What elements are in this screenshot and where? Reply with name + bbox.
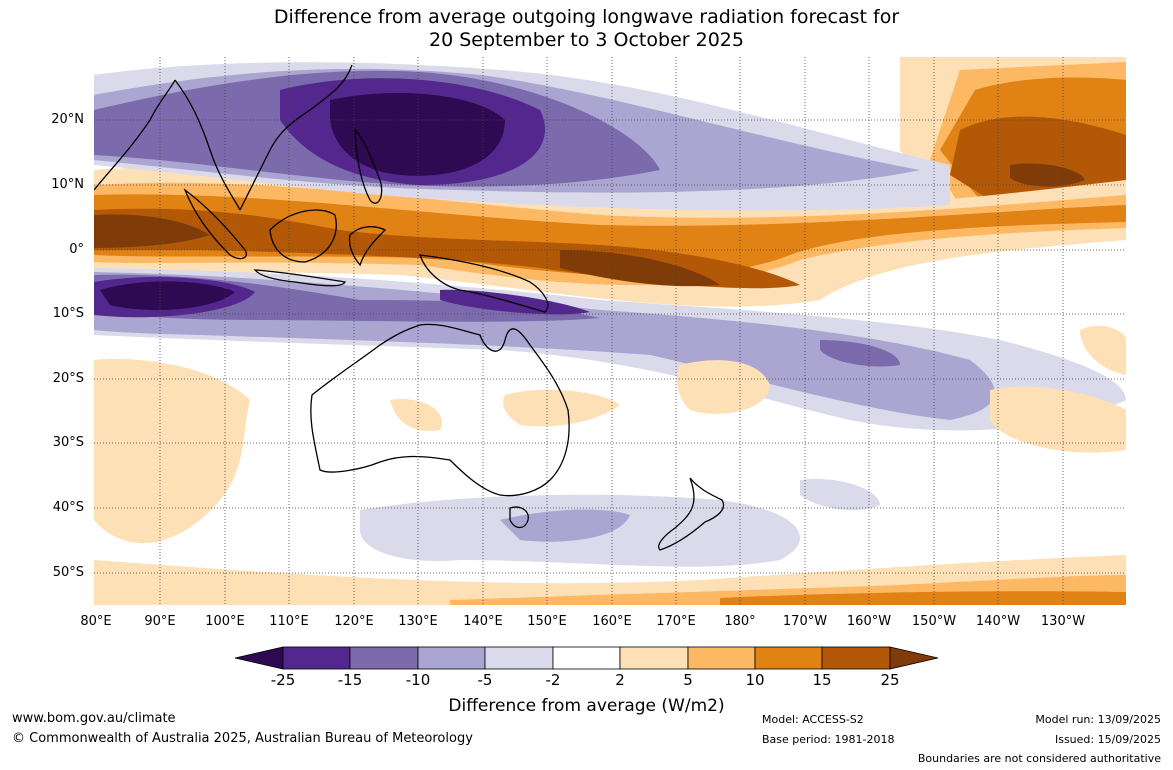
- lat-label: 30°S: [52, 435, 84, 450]
- colorbar-tick: -2: [545, 671, 561, 689]
- lon-label: 130°E: [398, 614, 438, 629]
- pacific-positive-5: [677, 325, 1126, 453]
- asia-coastline: [94, 64, 353, 211]
- colorbar-tick: -25: [270, 671, 296, 689]
- equatorial-positive-max: [94, 214, 720, 287]
- borneo-coastline: [269, 209, 337, 263]
- nw-pacific-negative-25: [330, 92, 505, 176]
- new-zealand-coastline: [658, 477, 725, 551]
- lon-label: 170°W: [782, 614, 828, 629]
- colorbar-swatch: [687, 646, 756, 670]
- footer-disclaimer: Boundaries are not considered authoritat…: [917, 752, 1161, 765]
- south-tropical-negative-10: [94, 274, 900, 367]
- australia-coastline: [310, 323, 570, 497]
- lon-label: 100°E: [205, 614, 245, 629]
- lon-label: 140°E: [463, 614, 503, 629]
- lon-label: 120°E: [334, 614, 374, 629]
- colorbar-tick: -5: [477, 671, 493, 689]
- colorbar-swatch: [619, 646, 689, 670]
- lon-label: 110°E: [269, 614, 309, 629]
- colorbar-swatch: [552, 646, 621, 670]
- colorbar-tick: -10: [405, 671, 431, 689]
- lat-label: 50°S: [52, 565, 84, 580]
- lon-label: 170°E: [656, 614, 696, 629]
- graticule: [94, 57, 1126, 605]
- sulawesi-coastline: [348, 226, 387, 267]
- footer-issued: Issued: 15/09/2025: [1054, 733, 1161, 746]
- equatorial-positive-15: [94, 194, 1126, 277]
- south-tropical-negative-25: [100, 281, 235, 311]
- colorbar-swatch: [282, 646, 351, 670]
- philippines-coastline: [354, 128, 383, 204]
- australia-positive-5: [390, 389, 620, 431]
- map-title-line-2: 20 September to 3 October 2025: [429, 29, 744, 51]
- lon-label: 150°E: [527, 614, 567, 629]
- lon-label: 80°E: [80, 614, 112, 629]
- lat-label: 20°S: [52, 371, 84, 386]
- footer-model: Model: ACCESS-S2: [762, 713, 864, 726]
- map-title-line-1: Difference from average outgoing longwav…: [273, 6, 900, 28]
- lon-label: 180°: [724, 614, 756, 629]
- lon-label: 140°W: [975, 614, 1021, 629]
- new-guinea-coastline: [419, 254, 549, 313]
- lat-label: 20°N: [51, 112, 84, 127]
- colorbar: [234, 646, 939, 670]
- colorbar-swatch: [821, 646, 891, 670]
- colorbar-tick: 10: [745, 671, 765, 689]
- java-coastline: [253, 269, 346, 287]
- lat-label: 0°: [69, 242, 84, 257]
- anomaly-field: [94, 57, 1126, 605]
- colorbar-tick: -15: [337, 671, 363, 689]
- colorbar-swatch: [349, 646, 419, 670]
- footer-copyright: © Commonwealth of Australia 2025, Austra…: [12, 731, 473, 746]
- lat-label: 40°S: [52, 500, 84, 515]
- colorbar-swatch: [754, 646, 823, 670]
- sumatra-coastline: [183, 188, 247, 260]
- colorbar-max-arrow: [889, 646, 939, 670]
- southern-positive-15: [720, 591, 1126, 605]
- footer-model-run: Model run: 13/09/2025: [1035, 713, 1161, 726]
- lat-label: 10°N: [51, 177, 84, 192]
- colorbar-tick: 15: [812, 671, 832, 689]
- colorbar-min-arrow: [234, 646, 284, 670]
- lon-label: 160°W: [846, 614, 892, 629]
- west-positive-5: [94, 359, 250, 544]
- footer-website: www.bom.gov.au/climate: [12, 711, 176, 726]
- southern-ocean-negative-5: [500, 509, 630, 542]
- colorbar-tick: 2: [615, 671, 625, 689]
- tasmania-coastline: [509, 506, 529, 529]
- colorbar-tick: 5: [683, 671, 693, 689]
- lon-label: 130°W: [1040, 614, 1086, 629]
- lon-label: 90°E: [144, 614, 176, 629]
- footer-base-period: Base period: 1981-2018: [762, 733, 895, 746]
- lon-label: 150°W: [911, 614, 957, 629]
- colorbar-swatch: [417, 646, 486, 670]
- coastlines: [94, 64, 725, 551]
- lat-label: 10°S: [52, 306, 84, 321]
- lon-label: 160°E: [592, 614, 632, 629]
- colorbar-title: Difference from average (W/m2): [448, 696, 725, 716]
- north-pacific-positive-max: [1010, 163, 1085, 187]
- colorbar-tick: 25: [880, 671, 900, 689]
- colorbar-swatch: [484, 646, 554, 670]
